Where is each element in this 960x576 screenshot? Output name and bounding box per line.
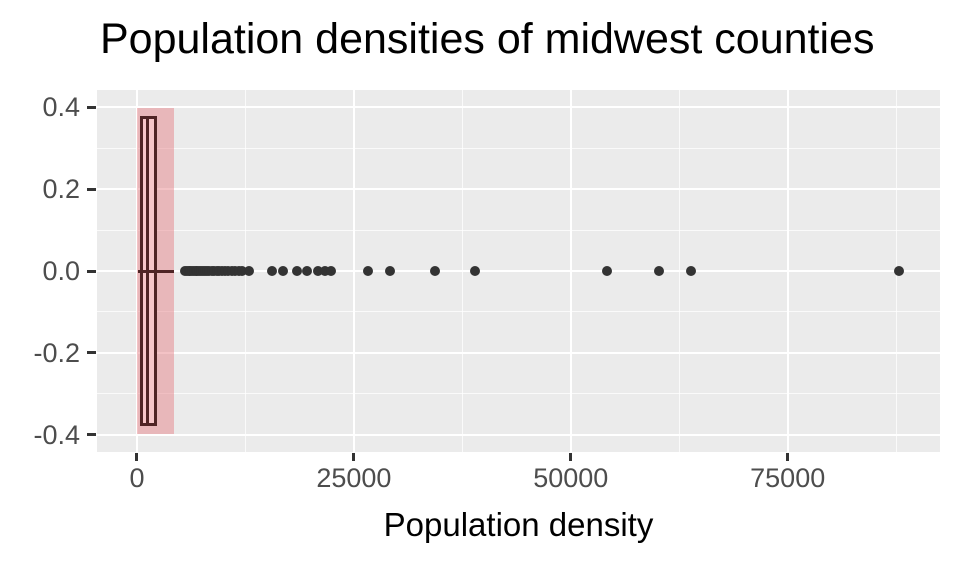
gridline-major-horizontal bbox=[97, 433, 940, 436]
gridline-major-horizontal bbox=[97, 188, 940, 190]
y-tick-mark bbox=[87, 105, 96, 109]
x-axis-title: Population density bbox=[383, 506, 654, 543]
x-tick-label: 50000 bbox=[533, 463, 609, 493]
outlier-point bbox=[430, 266, 440, 276]
x-tick-label: 25000 bbox=[316, 463, 392, 493]
outlier-point bbox=[312, 266, 323, 276]
boxplot-whisker-line bbox=[137, 269, 174, 273]
outlier-point bbox=[319, 266, 330, 276]
outlier-point bbox=[384, 266, 395, 276]
outlier-point bbox=[292, 266, 303, 276]
x-tick-mark bbox=[786, 453, 790, 461]
outlier-point bbox=[278, 266, 289, 276]
x-tick-mark bbox=[135, 453, 139, 461]
outlier-point bbox=[601, 266, 612, 276]
y-tick-mark bbox=[87, 433, 96, 437]
y-tick-mark bbox=[87, 187, 96, 191]
y-tick-label: -0.2 bbox=[33, 337, 80, 368]
chart-title: Population densities of midwest counties bbox=[100, 15, 875, 63]
x-tick-mark bbox=[569, 453, 573, 461]
y-tick-label: -0.4 bbox=[33, 419, 80, 450]
outlier-point bbox=[243, 266, 254, 276]
y-tick-label: 0.2 bbox=[42, 174, 80, 204]
outlier-point bbox=[326, 266, 337, 276]
gridline-minor-horizontal bbox=[97, 393, 940, 395]
outlier-point bbox=[236, 266, 247, 276]
x-tick-label: 75000 bbox=[750, 463, 826, 493]
y-tick-label: 0.0 bbox=[42, 256, 80, 286]
outlier-point bbox=[653, 266, 664, 276]
outlier-point bbox=[266, 266, 277, 276]
plot-panel bbox=[97, 90, 940, 452]
y-tick-mark bbox=[87, 351, 96, 355]
gridline-minor-horizontal bbox=[97, 147, 940, 149]
y-tick-mark bbox=[87, 269, 96, 273]
gridline-major-horizontal bbox=[97, 106, 940, 108]
gridline-minor-horizontal bbox=[97, 229, 940, 231]
outlier-point bbox=[469, 266, 480, 276]
gridline-major-horizontal bbox=[97, 351, 940, 354]
outlier-point bbox=[302, 266, 313, 276]
y-tick-label: 0.4 bbox=[42, 92, 80, 122]
outlier-point bbox=[363, 266, 374, 276]
x-tick-label: 0 bbox=[129, 463, 145, 493]
gridline-minor-horizontal bbox=[97, 311, 940, 313]
outlier-point bbox=[894, 266, 905, 276]
gridline-major-horizontal bbox=[97, 270, 940, 272]
x-tick-mark bbox=[352, 453, 356, 461]
outlier-point bbox=[685, 266, 696, 276]
